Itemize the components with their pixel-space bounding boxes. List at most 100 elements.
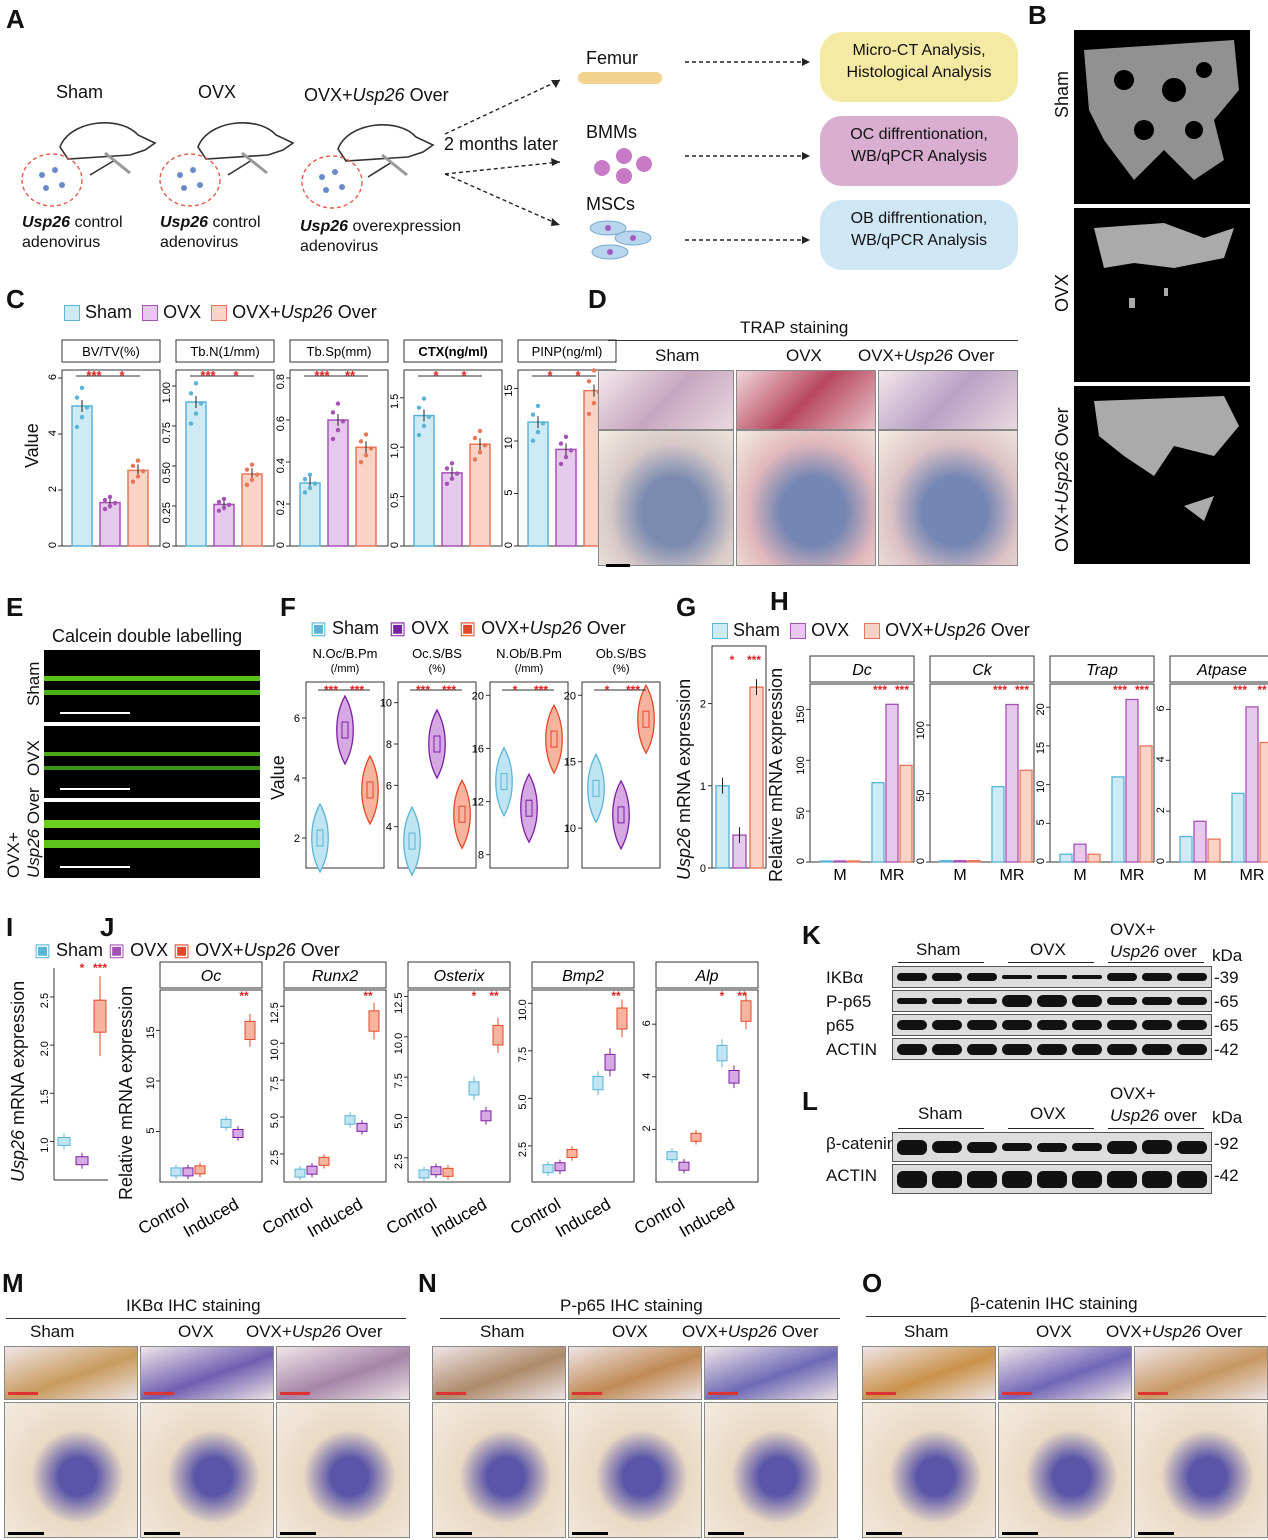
h-sig: *** [1233,683,1247,697]
chart-g: 012* *** [700,645,767,875]
l-group-sham: Sham [918,1104,963,1123]
o-sham-full-image [862,1402,996,1538]
h-sig: *** [873,683,887,697]
m-col-sham: Sham [30,1322,75,1341]
wb-band [1107,1043,1137,1055]
wb-band [897,1020,927,1030]
wb-band [897,998,927,1004]
c-point [568,448,574,453]
c-sig: * [461,368,467,383]
l-kda: kDa [1212,1108,1243,1127]
c-point [358,459,364,465]
f-box [592,779,600,797]
c-point [216,499,222,505]
wb-band [932,1141,962,1153]
j-strip [283,961,387,989]
n-rule [440,1318,840,1319]
wb-band [1142,1043,1172,1055]
j-sig: ** [489,989,499,1003]
h-bar [953,859,967,863]
panel-label-b: B [1028,0,1047,30]
c-point [193,411,199,416]
f-title: Oc.S/BS [412,646,462,661]
f-title-unit: (%) [612,663,629,675]
j-sig: ** [239,989,249,1003]
m-rule [6,1318,406,1319]
j-strip [655,961,759,989]
c-point [340,419,346,424]
chart-j: Oc51015ControlInduced**Runx22.55.07.510.… [135,961,759,1241]
c-point [249,477,255,482]
h-xcat: M [953,867,966,884]
f-title-unit: (/mm) [515,663,544,675]
h-ytick-label: 5 [1035,819,1047,825]
l-rule-2 [1008,1128,1094,1129]
c-point [530,412,536,417]
f-ytick-label: 4 [386,822,392,834]
c-point [530,438,536,443]
h-bar [1111,776,1125,863]
wb-blot-strip [892,1164,1212,1194]
red-scale-bar [1138,1392,1168,1395]
c-sig: * [547,368,553,383]
j-xcat: Induced [676,1194,738,1241]
wb-row-label: P-p65 [826,992,872,1011]
c-point [416,432,422,438]
j-strip-title: Bmp2 [562,968,604,985]
c-strip-title: CTX(ng/ml) [418,344,487,359]
red-scale-bar [8,1392,38,1395]
f-violin [587,752,605,824]
k-rule-2 [1008,962,1094,963]
wb-band [897,1139,927,1155]
h-xcat: M [1193,867,1206,884]
f-sig: *** [350,683,364,697]
e-row-over: OVX+ Usp26 Over [4,787,43,878]
c-ytick-label: 0.6 [275,416,287,431]
c-point [135,474,141,479]
k-group-sham: Sham [916,940,961,959]
wb-band [1107,1170,1137,1188]
wb-size: -39 [1214,968,1239,987]
g-ytick-label: 0 [700,863,706,875]
o-col-ovx: OVX [1036,1322,1072,1341]
i-box [93,999,107,1033]
wb-blot-strip [892,1014,1212,1036]
n-sham-zoom-image [432,1346,566,1400]
wb-band [1107,1140,1137,1154]
f-frame [397,681,477,869]
c-strip-title: BV/TV(%) [82,344,140,359]
j-strip-title: Oc [201,968,221,985]
h-legend: Sham OVX OVX+Usp26 Over [712,620,1030,641]
b-label-ovx: OVX [1052,273,1072,312]
adeno-label-2: Usp26 control [160,214,261,231]
c-point [477,428,483,434]
h-ytick-label: 0 [795,858,807,864]
outcome-microct: Micro-CT Analysis, Histological Analysis [820,32,1018,102]
j-xcat: Induced [552,1194,614,1241]
h-frame [929,683,1035,863]
c-point [416,405,422,410]
black-scale-bar [436,1532,472,1535]
c-ytick-label: 0.4 [275,458,287,473]
group-label-sham: Sham [56,82,104,102]
wb-blot-strip [892,1038,1212,1060]
wb-band [1072,1043,1102,1055]
j-frame [159,989,263,1183]
c-point [254,472,260,477]
h-ylabel: Relative mRNA expression [766,667,786,882]
j-ytick-label: 4 [641,1073,653,1079]
o-over-zoom-image [1134,1346,1268,1400]
wb-blot-strip [892,990,1212,1012]
f-title: Ob.S/BS [596,646,647,661]
j-ytick-label: 10.0 [517,999,529,1020]
j-ytick-label: 2 [641,1125,653,1131]
h-bar [885,703,899,863]
h-ytick-label: 0 [1035,858,1047,864]
wb-band [1072,995,1102,1007]
j-box [492,1024,504,1046]
c-strip-title: Tb.N(1/mm) [190,344,259,359]
c-legend: Sham OVX OVX+Usp26 Over [64,302,377,323]
h-bar [847,860,861,863]
j-box [356,1122,368,1132]
h-ytick-label: 0 [1155,858,1167,864]
